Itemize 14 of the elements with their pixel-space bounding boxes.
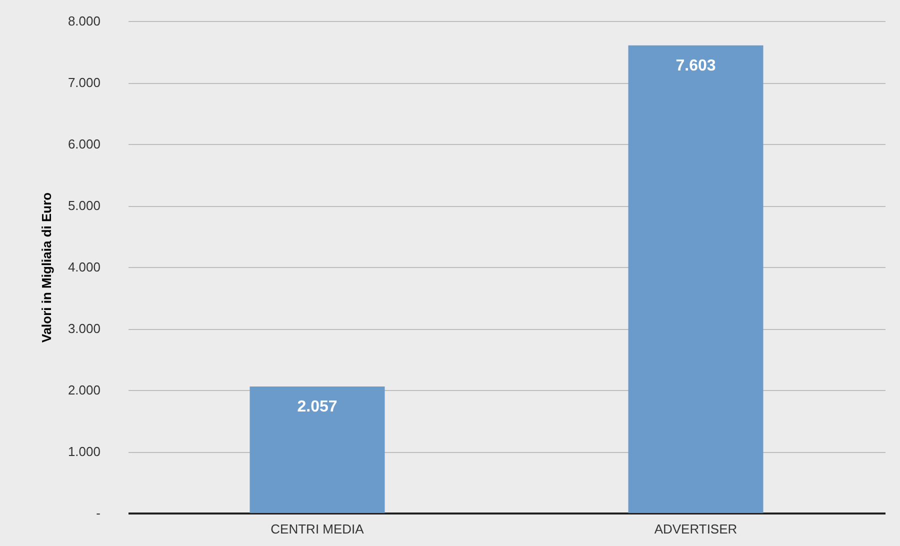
data-label: 2.057 [297,398,338,416]
data-label: 7.603 [676,57,716,74]
y-tick-label: 4.000 [68,260,100,274]
x-tick-label: ADVERTISER [654,522,738,536]
y-tick-label: - [96,506,100,520]
y-axis-title: Valori in Migliaia di Euro [38,192,54,343]
y-tick-label: 6.000 [68,136,100,152]
y-tick-label: 7.000 [68,75,100,90]
x-tick-label: CENTRI MEDIA [270,522,364,536]
y-tick-label: 2.000 [68,382,100,398]
y-tick-label: 1.000 [68,444,100,459]
y-tick-label: 5.000 [68,198,100,213]
y-tick-label: 3.000 [68,321,100,336]
y-tick-label: 8.000 [68,14,100,28]
